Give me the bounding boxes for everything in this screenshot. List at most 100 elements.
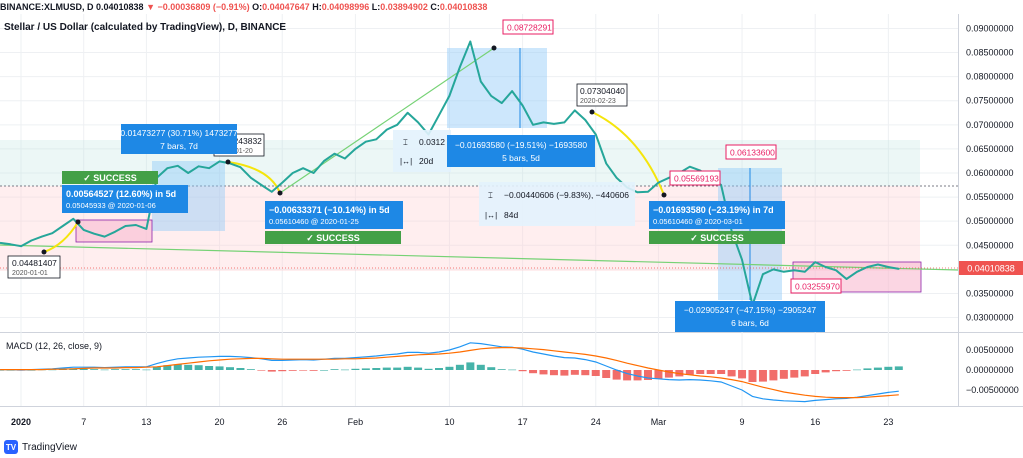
macd-hist-bar (445, 366, 454, 370)
price-point (385, 128, 388, 131)
measure-box-feb[interactable] (447, 48, 547, 128)
measure-info-feb-b[interactable]: −0.01693580 (−19.51%) −1693580 5 bars, 5… (447, 135, 595, 167)
macd-hist-bar (79, 368, 88, 370)
price-point (563, 121, 566, 124)
macd-hist-bar (518, 370, 527, 372)
tradingview-icon: TV (4, 440, 18, 454)
marker-jan06 (75, 219, 81, 225)
price-point (302, 167, 304, 169)
success-label-2[interactable]: −0.00633371 (−10.14%) in 5d 0.05610460 @… (265, 201, 403, 244)
macd-line[interactable] (0, 342, 899, 403)
measure-info-mar[interactable]: −0.02905247 (−47.15%) −2905247 6 bars, 6… (675, 301, 825, 332)
price-point (553, 123, 555, 125)
price-point (41, 235, 43, 238)
time-tick-label: 10 (444, 417, 454, 427)
macd-hist-bar (842, 370, 851, 371)
price-point (490, 95, 493, 97)
macd-hist-bar (393, 367, 402, 370)
price-tick-label: 0.05000000 (966, 216, 1014, 226)
macd-hist-bar (853, 369, 861, 371)
callout-b-value: 0.06133600 (730, 148, 775, 158)
price-point (877, 263, 879, 266)
price-point (218, 160, 221, 163)
macd-hist-bar (612, 370, 621, 380)
price-point (542, 121, 545, 124)
close-label: C: (430, 2, 440, 12)
macd-hist-bar (142, 369, 151, 371)
macd-hist-bar (591, 370, 600, 376)
range-icon-c: ⌶ (488, 191, 493, 200)
callout-peak-value: 0.08728291 (507, 23, 552, 33)
macd-hist-bar (111, 369, 120, 370)
arc-2[interactable] (227, 161, 281, 194)
tradingview-logo[interactable]: TV TradingView (4, 439, 77, 455)
success-3-line2: 0.05610460 @ 2020-03-01 (653, 217, 743, 226)
support-trendline[interactable] (0, 244, 959, 271)
high-label: H: (312, 2, 322, 12)
price-point (594, 133, 597, 136)
macd-hist-bar (0, 370, 5, 371)
macd-hist-bar (779, 370, 788, 379)
measure-info-feb-c[interactable]: ⌶ −0.00440606 (−9.83%), −440606 |↔| 84d (479, 182, 635, 226)
measure-jan-line1: 0.01473277 (30.71%) 1473277 (120, 128, 237, 138)
price-point (636, 191, 639, 194)
macd-hist-bar (487, 367, 496, 370)
current-price-tag (959, 261, 1023, 275)
callout-low-jan01[interactable]: 0.04481407 2020-01-01 (7, 255, 61, 279)
macd-hist-bar (832, 370, 841, 372)
macd-histogram (0, 362, 903, 382)
price-tick-label: 0.06000000 (966, 168, 1014, 178)
macd-hist-bar (288, 370, 297, 371)
high-value: 0.04098996 (321, 2, 370, 12)
price-point (720, 184, 722, 186)
success-3-badge: ✓ SUCCESS (690, 233, 744, 243)
price-point (62, 225, 64, 227)
price-change: −0.00036809 (−0.91%) (157, 2, 250, 12)
time-tick-label: 17 (518, 417, 528, 427)
signal-line[interactable] (0, 347, 899, 399)
time-tick-label: 26 (277, 417, 287, 427)
price-point (333, 152, 336, 155)
price-point (197, 165, 200, 168)
price-point (124, 225, 127, 227)
price-point (574, 109, 576, 112)
macd-axis[interactable]: 0.00500000 0.00000000 −0.00500000 (966, 345, 1019, 395)
success-label-3[interactable]: −0.01693580 (−23.19%) in 7d 0.05610460 @… (649, 201, 785, 244)
macd-hist-bar (549, 370, 558, 376)
price-tick-label: 0.07500000 (966, 96, 1014, 106)
grid-lines (0, 14, 958, 406)
macd-hist-bar (508, 369, 517, 371)
macd-hist-bar (372, 368, 381, 370)
callout-a[interactable]: 0.05569193 (669, 170, 721, 186)
open-value: 0.04047647 (262, 2, 310, 12)
arc-1[interactable] (43, 221, 79, 253)
macd-hist-bar (205, 366, 214, 370)
measure-info-feb-a[interactable]: ⌶ 0.0312 |↔| 20d (393, 130, 451, 172)
callout-c[interactable]: 0.03255970 (790, 278, 842, 294)
range-icon-a: ⌶ (403, 138, 408, 147)
symbol-label[interactable]: BINANCE:XLMUSD, D (0, 2, 94, 12)
callout-peak[interactable]: 0.08728291 (502, 19, 554, 35)
macd-hist-bar (529, 370, 538, 374)
callout-low-date: 2020-01-01 (12, 270, 48, 277)
macd-hist-bar (476, 364, 485, 370)
price-tick-label: 0.07000000 (966, 120, 1014, 130)
price-axis[interactable]: 0.09000000 0.08500000 0.08000000 0.07500000… (966, 23, 1014, 322)
success-label-1[interactable]: ✓ SUCCESS 0.00564527 (12.60%) in 5d 0.05… (62, 171, 188, 213)
macd-hist-bar (685, 370, 694, 375)
measure-info-jan[interactable]: 0.01473277 (30.71%) 1473277 7 bars, 7d (120, 124, 238, 154)
bars-icon-a: |↔| (400, 157, 412, 166)
price-point (114, 230, 116, 233)
macd-hist-bar (403, 366, 412, 370)
price-point (532, 124, 534, 126)
macd-hist-bar (539, 370, 548, 375)
callout-feb23-value: 0.07304040 (580, 86, 625, 96)
marker-mar01 (661, 192, 667, 198)
price-point (762, 273, 764, 275)
callout-b[interactable]: 0.06133600 (725, 144, 777, 160)
callout-feb23[interactable]: 0.07304040 2020-02-23 (576, 83, 628, 107)
open-label: O: (252, 2, 263, 12)
time-axis[interactable]: 2020 7 13 20 26 Feb 10 17 24 Mar 9 16 23 (11, 417, 893, 427)
success-2-line2: 0.05610460 @ 2020-01-25 (269, 217, 359, 226)
